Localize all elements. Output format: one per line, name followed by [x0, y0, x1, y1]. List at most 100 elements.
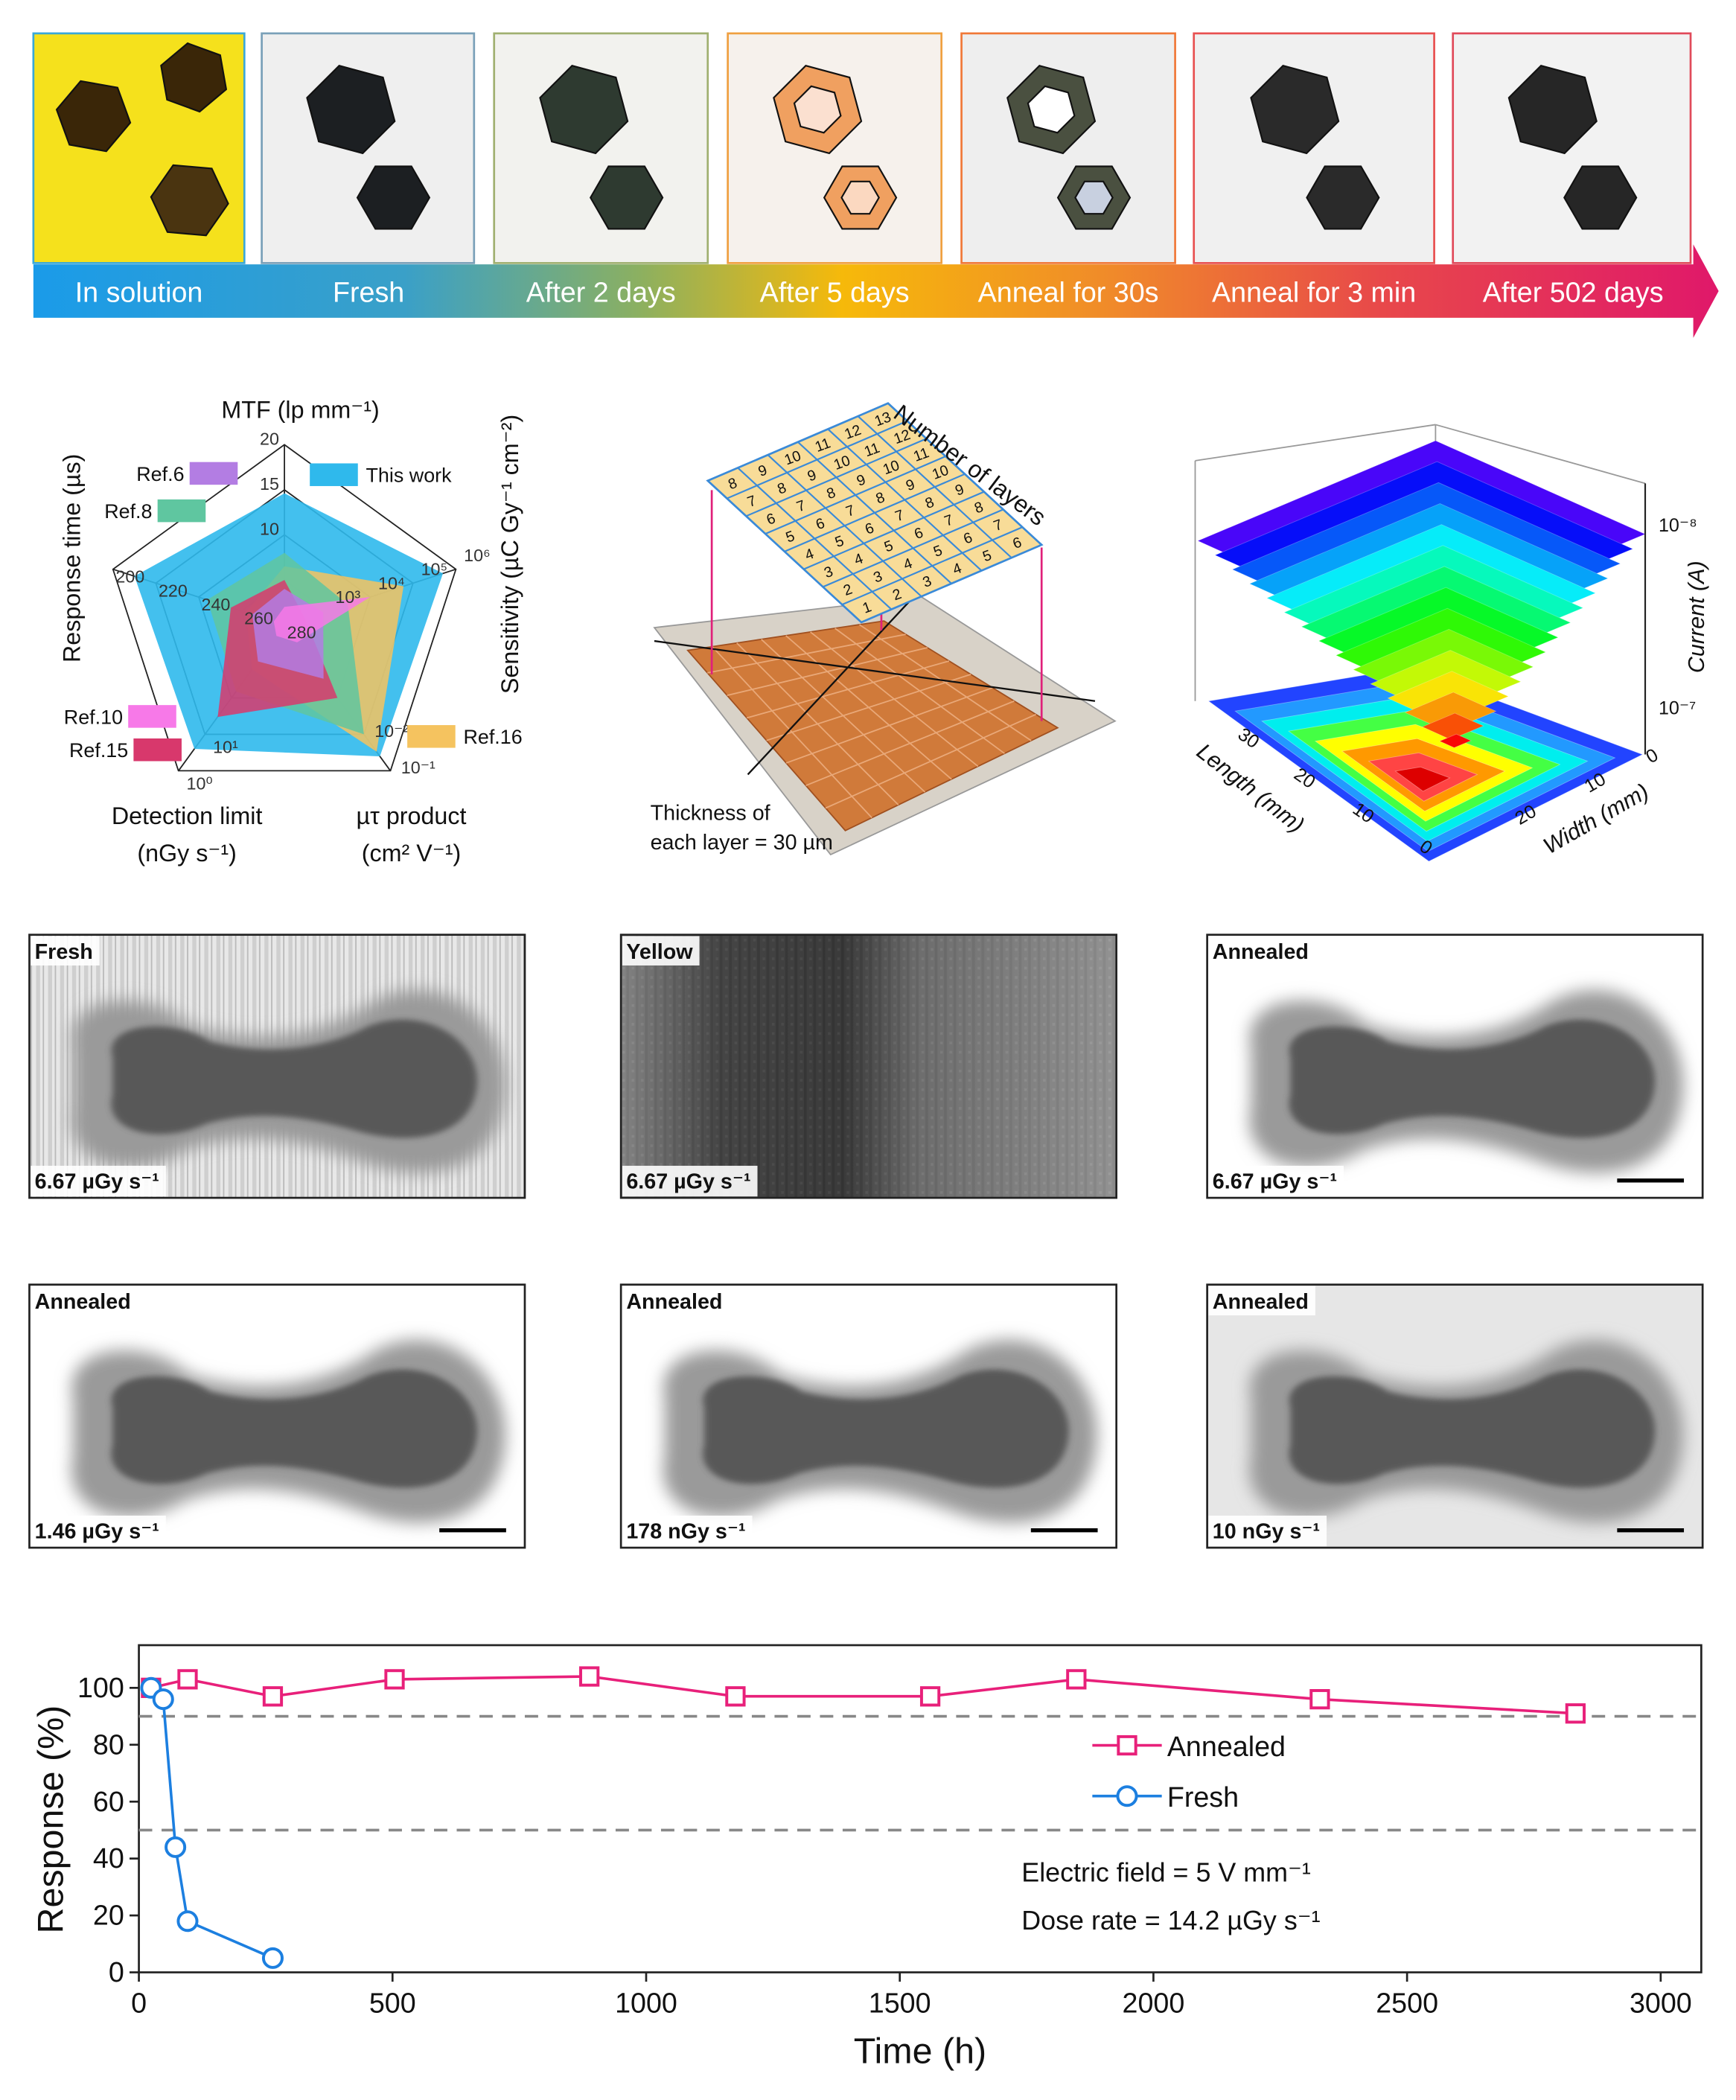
- xray-panel: Annealed 10 nGy s⁻¹: [1206, 1283, 1704, 1549]
- legend-swatch: [133, 738, 182, 762]
- x-tick-label: 1500: [869, 1987, 931, 2018]
- legend-marker: [1116, 1785, 1138, 1807]
- crystal-photo: [493, 32, 709, 264]
- crystal: [55, 80, 132, 153]
- data-point: [919, 1686, 941, 1707]
- legend-swatch: [189, 462, 238, 485]
- crystal: [1306, 165, 1380, 230]
- crystal: [150, 164, 229, 237]
- label-bg: [1208, 1516, 1327, 1547]
- panel-dose: 1.46 µGy s⁻¹: [35, 1520, 159, 1544]
- photo-frame: [1193, 32, 1435, 264]
- legend-swatch: [407, 725, 456, 748]
- data-point: [165, 1836, 187, 1858]
- specimen-bone: [111, 1019, 477, 1138]
- y-tick-label: 40: [93, 1842, 124, 1874]
- crystal: [1027, 85, 1076, 134]
- legend-label: Ref.8: [104, 500, 152, 523]
- radar-tick-label: 10⁰: [187, 774, 213, 794]
- label-bg: [622, 1166, 758, 1197]
- legend-swatch: [128, 705, 176, 728]
- crystal: [1074, 180, 1114, 215]
- y-tick-label: 0: [109, 1956, 124, 1988]
- radar-tick-label: 10⁵: [421, 560, 448, 579]
- xray-panel: Fresh 6.67 µGy s⁻¹: [28, 933, 526, 1199]
- stage-label: After 5 days: [760, 276, 910, 307]
- panel-frame: [619, 1283, 1118, 1549]
- panel-dose: 6.67 µGy s⁻¹: [35, 1170, 159, 1194]
- legend-label: Annealed: [1167, 1731, 1286, 1762]
- radar-area: [273, 597, 371, 642]
- crystal: [356, 165, 431, 230]
- radar-tick-label: 20: [260, 429, 279, 448]
- label-bg: [1208, 1166, 1344, 1197]
- stage-label: In solution: [75, 276, 203, 307]
- film-seam: [835, 628, 1005, 754]
- radar-tick-label: 10⁻²: [374, 721, 409, 741]
- label-bg: [31, 936, 100, 966]
- x-tick-label: 0: [131, 1987, 147, 2018]
- radar-axis-label: Sensitivity (µC Gy⁻¹ cm⁻²): [497, 415, 523, 694]
- specimen-bone: [1289, 1019, 1656, 1138]
- axis-arrow: [747, 573, 936, 776]
- data-point: [1066, 1669, 1087, 1690]
- legend-label: Fresh: [1167, 1781, 1239, 1813]
- panel-dose: 6.67 µGy s⁻¹: [1213, 1170, 1337, 1194]
- legend-label: Ref.16: [463, 726, 522, 748]
- radar-axis-label: Detection limit: [112, 802, 263, 829]
- plot-frame: [138, 1644, 1703, 1973]
- xray-panel: Annealed 178 nGy s⁻¹: [619, 1283, 1118, 1549]
- y-axis-label: Response (%): [31, 1705, 71, 1934]
- radar-grid-ring: [112, 444, 457, 772]
- data-point: [261, 1947, 284, 1969]
- z-tick-label: 10⁻⁸: [1659, 515, 1697, 536]
- label-bg: [31, 1516, 166, 1547]
- crystal-photo: [32, 32, 246, 264]
- width-tick-label: 0: [1642, 744, 1662, 767]
- data-point: [1309, 1688, 1330, 1710]
- grid-line: [857, 415, 1012, 559]
- panel-label: Yellow: [626, 940, 693, 964]
- crystal-photo: [1452, 32, 1692, 264]
- xray-panel: Annealed 1.46 µGy s⁻¹: [28, 1283, 526, 1549]
- label-bg: [622, 1286, 730, 1315]
- crystal: [160, 42, 228, 113]
- y-tick-label: 80: [93, 1729, 124, 1760]
- grid-line: [767, 454, 922, 598]
- label-bg: [1208, 1286, 1315, 1315]
- surface-frame: [1195, 424, 1436, 462]
- label-bg: [622, 1516, 753, 1547]
- x-axis-label: Time (h): [854, 2031, 986, 2071]
- radar-tick-label: 220: [159, 581, 188, 600]
- data-point: [262, 1686, 284, 1707]
- panel-label: Fresh: [35, 940, 93, 964]
- xray-panel: Yellow 6.67 µGy s⁻¹: [619, 933, 1118, 1199]
- crystal-photo: [727, 32, 943, 264]
- y-tick-label: 60: [93, 1786, 124, 1817]
- stage-label: Anneal for 3 min: [1212, 276, 1416, 307]
- panel-frame: [28, 933, 526, 1199]
- radar-axis-label: Response time (µs): [59, 454, 86, 663]
- panel-frame: [619, 933, 1118, 1199]
- y-tick-label: 20: [93, 1900, 124, 1931]
- timeline: In solution Fresh After 2 days After 5 days…: [32, 32, 1719, 338]
- layers-diagram: 8910111213789101112678910115678910456789…: [651, 400, 1117, 856]
- panel-label: Annealed: [1213, 1290, 1309, 1314]
- series-line: [150, 1675, 1576, 1715]
- legend-label: This work: [366, 465, 453, 487]
- data-point: [384, 1669, 405, 1690]
- surface-frame: [1435, 424, 1646, 485]
- crystal: [306, 65, 396, 155]
- label-bg: [622, 936, 700, 966]
- stage-label: After 502 days: [1483, 276, 1664, 307]
- x-tick-label: 1000: [615, 1987, 677, 2018]
- legend-marker: [1117, 1734, 1137, 1756]
- panel-dose: 6.67 µGy s⁻¹: [626, 1170, 750, 1194]
- film-seam: [805, 700, 1015, 787]
- timeline-arrow: [33, 244, 1719, 338]
- radar-axis-unit: (cm² V⁻¹): [362, 840, 462, 867]
